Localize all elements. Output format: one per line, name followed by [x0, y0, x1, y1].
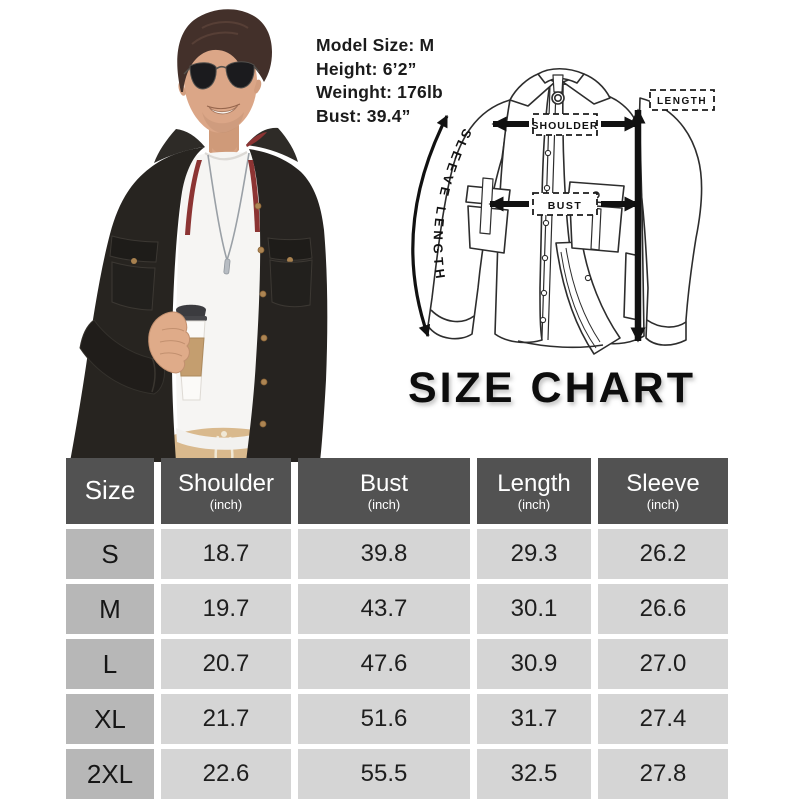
header-cell-bust: Bust (inch) — [298, 458, 470, 524]
cell-size: L — [66, 639, 154, 689]
header-label: Length — [497, 469, 571, 497]
model-hand — [148, 311, 190, 374]
size-table: Size Shoulder (inch) Bust (inch) Length … — [66, 458, 728, 799]
cell-bust: 51.6 — [298, 694, 470, 744]
header-unit: (inch) — [367, 496, 401, 512]
model-hair — [177, 9, 272, 93]
cell-bust: 47.6 — [298, 639, 470, 689]
cell-length: 29.3 — [477, 529, 591, 579]
model-photo — [70, 9, 328, 462]
cell-sleeve: 27.0 — [598, 639, 728, 689]
shoulder-label: SHOULDER — [532, 120, 599, 132]
model-info-weight: Weinght: 176lb — [316, 82, 443, 102]
header-unit: (inch) — [517, 496, 551, 512]
model-info-size: Model Size: M — [316, 35, 435, 55]
cell-sleeve: 26.2 — [598, 529, 728, 579]
bust-label: BUST — [548, 200, 583, 212]
cell-size: 2XL — [66, 749, 154, 799]
cell-shoulder: 19.7 — [161, 584, 291, 634]
header-unit: (inch) — [646, 496, 680, 512]
sunglasses — [183, 61, 260, 90]
jacket-line-drawing — [427, 67, 703, 355]
cell-shoulder: 18.7 — [161, 529, 291, 579]
cell-shoulder: 21.7 — [161, 694, 291, 744]
header-cell-size: Size — [66, 458, 154, 524]
cell-length: 30.9 — [477, 639, 591, 689]
cell-length: 30.1 — [477, 584, 591, 634]
header-unit: (inch) — [209, 496, 243, 512]
cell-bust: 55.5 — [298, 749, 470, 799]
cell-bust: 39.8 — [298, 529, 470, 579]
measure-length: LENGTH — [630, 89, 715, 343]
cell-length: 31.7 — [477, 694, 591, 744]
cell-bust: 43.7 — [298, 584, 470, 634]
cell-shoulder: 20.7 — [161, 639, 291, 689]
model-forearm — [79, 319, 165, 395]
header-cell-sleeve: Sleeve (inch) — [598, 458, 728, 524]
model-info: Model Size: M Height: 6’2” Weinght: 176l… — [316, 34, 443, 128]
model-info-bust: Bust: 39.4” — [316, 105, 411, 126]
cell-shoulder: 22.6 — [161, 749, 291, 799]
jacket-buttons — [254, 202, 268, 428]
cell-length: 32.5 — [477, 749, 591, 799]
cell-size: XL — [66, 694, 154, 744]
size-chart-title: SIZE CHART — [408, 364, 696, 412]
cell-sleeve: 27.8 — [598, 749, 728, 799]
cell-sleeve: 27.4 — [598, 694, 728, 744]
measure-shoulder: SHOULDER — [491, 113, 640, 136]
header-cell-shoulder: Shoulder (inch) — [161, 458, 291, 524]
jacket-diagram: SHOULDER BUST LENGTH SLEEVE LENGTH — [411, 67, 715, 355]
cell-sleeve: 26.6 — [598, 584, 728, 634]
length-label: LENGTH — [657, 96, 707, 107]
header-label: Bust — [359, 469, 409, 497]
header-label: Size — [84, 475, 136, 506]
header-label: Sleeve — [626, 469, 700, 497]
header-label: Shoulder — [177, 469, 275, 497]
model-jacket-collar — [154, 129, 205, 163]
model-info-height: Height: 6’2” — [316, 58, 417, 79]
cell-size: S — [66, 529, 154, 579]
header-cell-length: Length (inch) — [477, 458, 591, 524]
cell-size: M — [66, 584, 154, 634]
